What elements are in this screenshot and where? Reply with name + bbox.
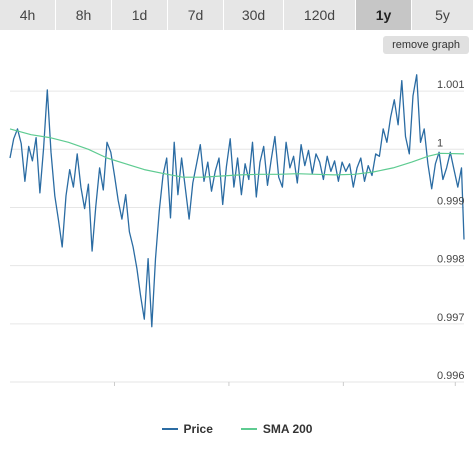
x-axis-ticks: Jul '25Oct '25Jan '26Apr '26 xyxy=(113,382,456,386)
y-tick-label: 1 xyxy=(437,137,443,149)
chart-legend: Price SMA 200 xyxy=(0,421,474,437)
range-tabs: 4h 8h 1d 7d 30d 120d 1y 5y xyxy=(0,0,474,30)
remove-graph-button[interactable]: remove graph xyxy=(383,36,469,54)
y-tick-label: 0.999 xyxy=(437,195,465,207)
legend-label: Price xyxy=(183,422,213,436)
tab-1y[interactable]: 1y xyxy=(356,0,412,30)
legend-swatch xyxy=(240,428,257,430)
y-tick-label: 1.001 xyxy=(437,79,465,91)
tab-5y[interactable]: 5y xyxy=(412,0,474,30)
y-tick-label: 0.996 xyxy=(437,370,465,382)
series-line-sma-200[interactable] xyxy=(9,128,465,178)
y-tick-label: 0.998 xyxy=(437,254,465,266)
tab-30d[interactable]: 30d xyxy=(224,0,284,30)
tab-8h[interactable]: 8h xyxy=(56,0,112,30)
tab-120d[interactable]: 120d xyxy=(284,0,356,30)
series-line-price[interactable] xyxy=(9,74,465,328)
series-lines xyxy=(9,74,465,328)
y-axis-ticks: 1.001 1 0.999 0.998 0.997 0.996 xyxy=(437,79,465,382)
legend-item-sma-200[interactable]: SMA 200 xyxy=(240,422,313,436)
legend-item-price[interactable]: Price xyxy=(161,422,213,436)
y-tick-label: 0.997 xyxy=(437,312,465,324)
legend-swatch xyxy=(161,428,178,430)
tab-1d[interactable]: 1d xyxy=(112,0,168,30)
tab-7d[interactable]: 7d xyxy=(168,0,224,30)
tab-4h[interactable]: 4h xyxy=(0,0,56,30)
legend-label: SMA 200 xyxy=(262,422,313,436)
price-chart: 1.001 1 0.999 0.998 0.997 0.996 Jul '25Oct '2… xyxy=(9,74,465,386)
grid-lines xyxy=(10,90,464,383)
